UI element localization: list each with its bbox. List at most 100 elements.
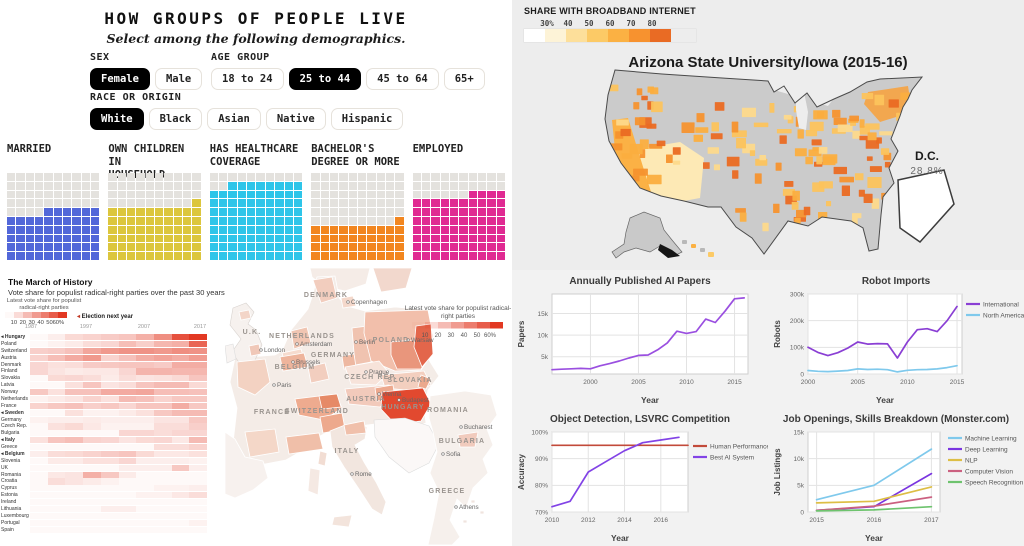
heatmap-cell — [189, 354, 208, 361]
region-iberia — [225, 431, 269, 499]
series-line — [815, 496, 933, 512]
waffle-cell — [63, 199, 72, 208]
europe-legend-tick: 50 — [474, 333, 481, 339]
waffle-cell — [421, 252, 431, 260]
filter-option-button[interactable]: 25 to 44 — [288, 68, 362, 90]
waffle-cell — [219, 181, 228, 190]
waffle-chart: OWN CHILDREN IN HOUSEHOLD — [108, 143, 201, 260]
x-axis-tick: 2015 — [809, 517, 824, 524]
waffle-cell — [192, 234, 201, 243]
europe-legend-label: right parties — [441, 313, 476, 320]
x-axis-tick: 2015 — [727, 379, 742, 386]
legend-label: Best AI System — [710, 454, 754, 461]
broadband-legend-ramp — [524, 29, 696, 42]
heatmap-cell — [83, 354, 101, 361]
march-legend-swatch — [31, 312, 41, 318]
europe-legend-tick: 10 — [422, 333, 429, 339]
county-patch — [749, 150, 756, 156]
heatmap-cell — [189, 423, 208, 430]
county-patch — [791, 201, 799, 210]
waffle-cell — [477, 234, 487, 243]
waffle-cell — [53, 190, 63, 199]
waffle-cell — [329, 173, 339, 181]
country-label: Austria — [1, 354, 17, 361]
heatmap-cell — [83, 492, 101, 498]
heatmap-row: Cyprus — [1, 485, 208, 492]
heatmap-cell — [136, 416, 154, 423]
waffle-cell — [348, 173, 357, 181]
filter-option-button[interactable]: Black — [148, 108, 203, 130]
heatmap-cell — [153, 416, 172, 423]
waffle-cell — [53, 181, 63, 190]
heatmap-cell — [189, 389, 208, 396]
heatmap-cell — [100, 409, 119, 416]
waffle-cell — [265, 217, 275, 225]
county-patch — [849, 115, 859, 122]
europe-legend-swatch — [490, 322, 503, 329]
waffle-cell — [35, 199, 44, 208]
heatmap-cells — [30, 409, 208, 416]
filter-option-button[interactable]: White — [90, 108, 144, 130]
heatmap-cell — [47, 375, 66, 382]
filter-option-button[interactable]: Native — [265, 108, 326, 130]
heatmap-cell — [47, 437, 66, 444]
heatmap-cell — [136, 485, 154, 491]
country-label: Bulgaria — [1, 430, 20, 437]
heatmap-cell — [47, 347, 66, 354]
heatmap-cell — [47, 423, 66, 430]
filter-option-button[interactable]: 45 to 64 — [366, 68, 439, 90]
waffle-cell — [449, 181, 459, 190]
city-marker — [377, 392, 381, 396]
filter-option-button[interactable]: Hispanic — [330, 108, 404, 130]
county-patch — [818, 181, 833, 189]
waffle-cell — [357, 208, 367, 216]
waffle-cell — [44, 234, 53, 243]
waffle-cell — [16, 252, 25, 260]
heatmap-cell — [83, 465, 101, 471]
county-patch — [714, 102, 725, 111]
march-subtitle: Vote share for populist radical-right pa… — [8, 288, 225, 297]
heatmap-cell — [189, 513, 207, 519]
europe-legend-label: Latest vote share for populist radical- — [405, 305, 512, 312]
filter-option-button[interactable]: Male — [154, 68, 203, 90]
waffle-cell — [247, 181, 256, 190]
county-patch — [869, 166, 882, 172]
waffle-grid — [108, 173, 201, 260]
waffle-cell — [164, 181, 173, 190]
waffle-cell — [16, 208, 25, 216]
waffle-cell — [385, 225, 395, 234]
europe-country-label: U.K. — [243, 329, 262, 336]
heatmap-cell — [171, 402, 190, 409]
heatmap-cell — [119, 513, 137, 519]
waffle-cell — [117, 243, 127, 252]
waffle-cell — [293, 181, 303, 190]
heatmap-cell — [30, 513, 48, 519]
county-patch — [713, 164, 720, 171]
city-label: London — [264, 347, 286, 354]
filter-option-button[interactable]: Female — [90, 68, 150, 90]
waffle-cell — [367, 190, 376, 199]
waffle-cell — [367, 225, 376, 234]
county-patch — [874, 94, 885, 106]
county-patch — [906, 103, 914, 110]
heatmap-cell — [189, 499, 207, 505]
heatmap-cell — [189, 519, 208, 526]
filter-option-button[interactable]: 65+ — [443, 68, 485, 90]
heatmap-cell — [153, 402, 172, 409]
waffle-cell — [136, 199, 145, 208]
waffle-cell — [395, 199, 404, 208]
waffle-cell — [25, 252, 35, 260]
waffle-cell — [421, 217, 431, 225]
heatmap-cells — [30, 437, 208, 444]
waffle-cell — [440, 173, 449, 181]
waffle-cell — [275, 252, 284, 260]
waffle-cell — [385, 181, 395, 190]
filter-option-button[interactable]: 18 to 24 — [211, 68, 284, 90]
waffle-label: EMPLOYED — [412, 143, 464, 155]
county-patch — [711, 122, 719, 132]
waffle-cell — [108, 252, 117, 260]
chart-title: Job Openings, Skills Breakdown (Monster.… — [783, 414, 1009, 425]
filter-option-button[interactable]: Asian — [207, 108, 261, 130]
heatmap-cell — [171, 444, 190, 451]
waffle-cell — [487, 252, 496, 260]
